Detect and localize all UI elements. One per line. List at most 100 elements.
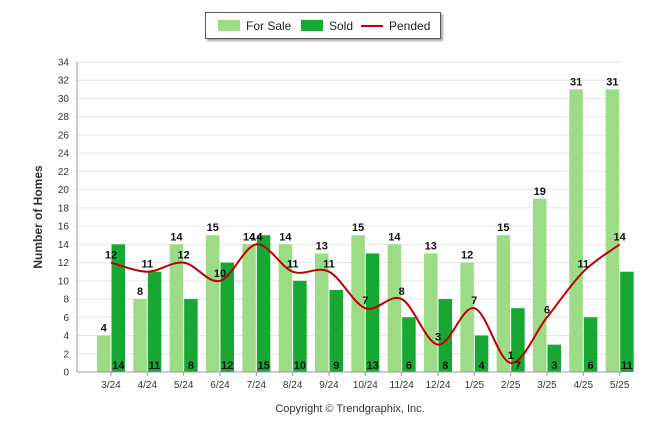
label-sold-4/24: 11 (149, 360, 161, 372)
label-sold-12/24: 8 (442, 360, 448, 372)
bar-sold-4/24 (147, 271, 162, 372)
y-tick-label-24: 24 (58, 149, 70, 160)
x-tick-label-1/25: 1/25 (465, 380, 485, 391)
label-sold-9/24: 9 (333, 360, 339, 372)
label-sold-3/24: 14 (112, 360, 125, 372)
label-pended-8/24: 11 (287, 259, 299, 271)
bar-for-sale-1/25 (460, 262, 474, 372)
label-for-sale-4/25: 31 (570, 76, 582, 88)
bar-for-sale-9/24 (315, 253, 329, 372)
x-tick-label-5/24: 5/24 (174, 380, 194, 391)
x-tick-label-8/24: 8/24 (283, 380, 303, 391)
label-pended-5/24: 12 (178, 250, 190, 262)
label-for-sale-4/24: 8 (137, 286, 143, 298)
label-for-sale-3/24: 4 (101, 323, 108, 335)
y-tick-label-8: 8 (63, 295, 69, 306)
data-labels: 4148111481512141514101391513146138124157… (101, 76, 633, 372)
label-sold-1/25: 4 (479, 360, 486, 372)
pended-swatch (361, 25, 383, 27)
label-sold-7/24: 15 (257, 360, 269, 372)
label-for-sale-2/25: 15 (497, 222, 509, 234)
pended-line-layer (110, 243, 621, 364)
bar-for-sale-4/24 (133, 299, 147, 372)
bar-sold-6/24 (220, 262, 234, 372)
label-for-sale-11/24: 14 (388, 231, 401, 243)
x-tick-label-3/25: 3/25 (537, 380, 557, 391)
label-pended-6/24: 10 (214, 268, 226, 280)
label-for-sale-6/24: 15 (207, 222, 219, 234)
bar-sold-11/24 (402, 317, 416, 372)
label-sold-5/24: 8 (188, 360, 194, 372)
bars (97, 89, 634, 373)
bar-for-sale-3/25 (533, 198, 547, 372)
label-pended-11/24: 8 (399, 286, 405, 298)
bar-for-sale-5/25 (605, 89, 620, 373)
bar-for-sale-4/25 (569, 89, 583, 373)
label-pended-9/24: 11 (323, 259, 335, 271)
y-tick-label-18: 18 (58, 203, 70, 214)
bar-for-sale-11/24 (387, 244, 402, 372)
bar-for-sale-12/24 (424, 253, 438, 372)
y-tick-label-28: 28 (58, 112, 70, 123)
label-sold-2/25: 7 (515, 360, 521, 372)
label-pended-7/24: 14 (250, 231, 263, 243)
label-pended-12/24: 3 (435, 332, 441, 344)
label-sold-8/24: 10 (294, 360, 306, 372)
x-tick-label-4/25: 4/25 (574, 380, 594, 391)
label-sold-10/24: 13 (366, 360, 378, 372)
legend-item-pended: Pended (361, 19, 430, 33)
label-for-sale-9/24: 13 (316, 240, 328, 252)
y-tick-label-30: 30 (58, 94, 70, 105)
bar-sold-3/25 (547, 344, 561, 372)
copyright: Copyright © Trendgraphix, Inc. (275, 403, 425, 415)
bar-sold-3/24 (111, 244, 125, 372)
bar-sold-8/24 (293, 280, 307, 372)
label-pended-4/25: 11 (578, 259, 590, 271)
label-pended-10/24: 7 (362, 295, 368, 307)
label-sold-6/24: 12 (221, 360, 233, 372)
legend-label-pended: Pended (389, 19, 431, 33)
label-pended-4/24: 11 (142, 259, 154, 271)
legend-label-for-sale: For Sale (246, 19, 292, 33)
label-pended-1/25: 7 (471, 295, 477, 307)
y-tick-label-10: 10 (58, 276, 70, 287)
bar-sold-7/24 (256, 235, 271, 372)
label-sold-11/24: 6 (406, 360, 412, 372)
x-tick-label-7/24: 7/24 (247, 380, 267, 391)
y-tick-label-20: 20 (58, 185, 70, 196)
label-for-sale-8/24: 14 (279, 231, 292, 243)
for-sale-swatch (218, 20, 240, 31)
bar-sold-1/25 (474, 335, 489, 372)
label-for-sale-5/25: 31 (606, 76, 618, 88)
label-for-sale-7/24: 14 (243, 231, 256, 243)
label-sold-5/25: 11 (621, 360, 633, 372)
legend-label-sold: Sold (329, 19, 354, 33)
bar-sold-5/25 (620, 271, 634, 372)
x-tick-label-4/24: 4/24 (138, 380, 158, 391)
x-tick-label-12/24: 12/24 (425, 380, 450, 391)
y-tick-label-26: 26 (58, 130, 70, 141)
bar-sold-4/25 (583, 317, 598, 372)
x-tick-label-10/24: 10/24 (353, 380, 378, 391)
label-sold-3/25: 3 (551, 360, 557, 372)
bar-for-sale-2/25 (496, 235, 511, 372)
x-tick-label-5/25: 5/25 (610, 380, 630, 391)
x-tick-label-11/24: 11/24 (390, 380, 415, 391)
y-axis-title: Number of Homes (31, 165, 45, 269)
bar-sold-10/24 (365, 253, 380, 372)
label-for-sale-12/24: 13 (425, 240, 437, 252)
y-tick-label-34: 34 (58, 58, 70, 69)
y-tick-label-14: 14 (58, 240, 70, 251)
legend-item-for-sale: For Sale (218, 19, 291, 33)
x-tick-label-9/24: 9/24 (319, 380, 339, 391)
y-tick-label-0: 0 (63, 368, 69, 379)
y-tick-label-12: 12 (58, 258, 70, 269)
legend: For Sale Sold Pended (205, 12, 441, 39)
y-tick-label-6: 6 (63, 313, 69, 324)
bar-sold-12/24 (438, 299, 452, 372)
label-for-sale-5/24: 14 (170, 231, 183, 243)
label-pended-3/25: 6 (544, 304, 550, 316)
bar-for-sale-7/24 (242, 244, 256, 372)
